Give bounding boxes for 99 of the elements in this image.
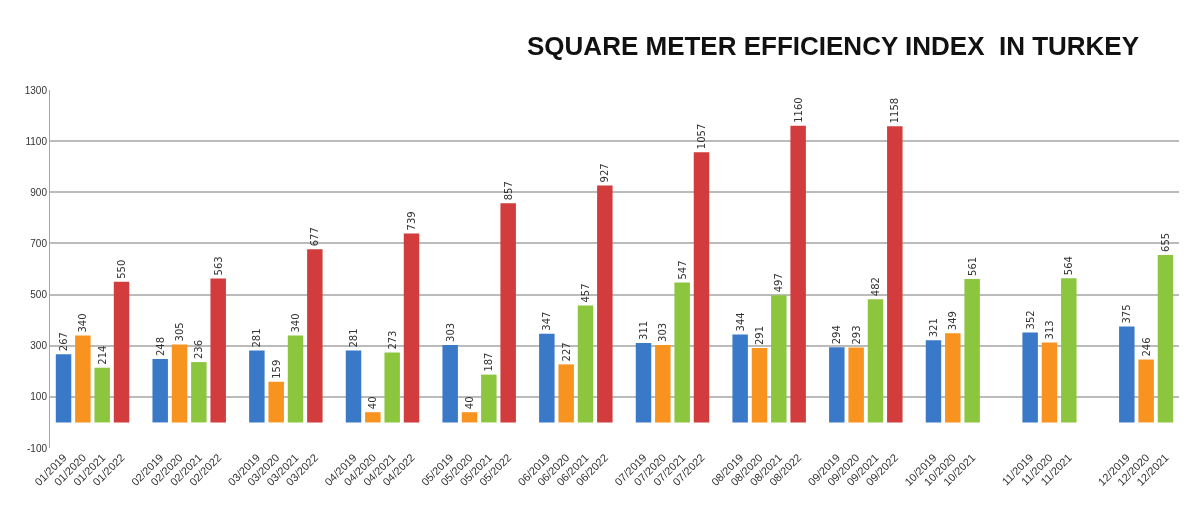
data-label: 563 xyxy=(212,256,224,276)
data-label: 344 xyxy=(734,312,746,332)
bar xyxy=(867,299,884,423)
bar xyxy=(597,185,613,423)
data-label: 457 xyxy=(580,283,591,303)
data-label: 311 xyxy=(638,320,649,340)
bar xyxy=(1119,326,1135,423)
y-tick-label: 1300 xyxy=(24,84,48,96)
bar xyxy=(152,359,168,423)
bar xyxy=(249,350,265,423)
y-tick-label: 300 xyxy=(30,340,48,352)
bar xyxy=(1022,332,1038,423)
bar xyxy=(1061,278,1077,423)
y-tick-label: 700 xyxy=(30,237,48,249)
chart-title: SQUARE METER EFFICIENCY INDEX IN TURKEY xyxy=(527,31,1140,62)
y-tick-label: 1100 xyxy=(25,135,48,147)
bar xyxy=(577,305,594,423)
bar xyxy=(771,295,787,423)
data-label: 273 xyxy=(386,330,398,350)
bar xyxy=(171,344,188,423)
bar xyxy=(1138,359,1154,423)
bar xyxy=(790,125,806,423)
data-label: 739 xyxy=(406,211,418,231)
bar xyxy=(925,340,942,423)
data-label: 281 xyxy=(251,328,263,348)
data-label: 1158 xyxy=(889,97,901,124)
data-label: 281 xyxy=(348,328,360,348)
data-label: 321 xyxy=(927,318,939,338)
data-label: 482 xyxy=(869,277,881,297)
data-label: 305 xyxy=(174,322,186,342)
bar xyxy=(964,278,980,423)
data-label: 677 xyxy=(309,227,321,247)
bar xyxy=(55,354,72,423)
bar xyxy=(94,367,110,423)
bar xyxy=(345,350,362,423)
bar xyxy=(384,352,400,423)
bar xyxy=(191,362,207,423)
data-label: 214 xyxy=(96,345,108,365)
data-label: 248 xyxy=(154,336,166,357)
data-label: 303 xyxy=(657,322,669,342)
data-label: 236 xyxy=(193,339,205,360)
y-tick-label: 100 xyxy=(30,391,48,403)
bar xyxy=(674,282,690,423)
y-tick-label: -100 xyxy=(26,442,48,454)
data-label: 547 xyxy=(676,260,688,280)
data-label: 561 xyxy=(966,256,978,276)
data-label: 927 xyxy=(599,163,611,183)
data-label: 40 xyxy=(367,396,379,410)
data-label: 1057 xyxy=(695,123,707,150)
y-tick-label: 900 xyxy=(30,186,48,198)
bar xyxy=(307,249,323,423)
bar xyxy=(442,344,458,423)
bar xyxy=(539,333,555,423)
bar xyxy=(635,342,652,423)
data-label: 267 xyxy=(58,332,70,352)
bar xyxy=(887,126,903,423)
bar xyxy=(268,381,284,423)
bar xyxy=(1157,254,1174,423)
data-label: 375 xyxy=(1121,304,1133,324)
data-label: 857 xyxy=(502,181,514,201)
data-label: 497 xyxy=(773,273,785,293)
data-label: 550 xyxy=(116,259,128,279)
data-label: 293 xyxy=(850,325,862,345)
bar xyxy=(210,278,226,423)
bar xyxy=(732,334,748,423)
bar xyxy=(365,412,381,423)
data-label: 340 xyxy=(290,313,302,333)
data-label: 291 xyxy=(753,325,765,346)
bar xyxy=(693,152,710,423)
data-label: 352 xyxy=(1024,310,1036,330)
data-label: 303 xyxy=(444,322,456,342)
bar xyxy=(829,347,845,423)
data-label: 313 xyxy=(1043,320,1055,340)
data-label: 40 xyxy=(464,396,476,410)
data-label: 1160 xyxy=(792,97,804,123)
bar xyxy=(403,233,420,423)
data-label: 159 xyxy=(270,359,282,379)
bar xyxy=(1041,342,1058,423)
data-label: 655 xyxy=(1159,232,1171,252)
bar xyxy=(751,348,768,423)
data-label: 246 xyxy=(1140,337,1152,357)
bar xyxy=(113,281,130,423)
bar xyxy=(75,335,91,423)
bar xyxy=(945,333,961,423)
data-label: 347 xyxy=(541,311,553,331)
data-label: 227 xyxy=(560,342,572,362)
data-label: 340 xyxy=(77,313,89,333)
data-label: 294 xyxy=(831,325,843,345)
y-tick-label: 500 xyxy=(30,289,48,301)
bar xyxy=(287,335,304,423)
bar xyxy=(848,347,864,423)
data-label: 349 xyxy=(947,311,959,331)
data-label: 187 xyxy=(483,352,495,372)
data-label: 564 xyxy=(1063,256,1075,276)
bar xyxy=(500,203,516,423)
bar xyxy=(461,412,478,423)
bar xyxy=(655,344,671,423)
bar xyxy=(481,374,497,423)
bar xyxy=(558,364,574,423)
